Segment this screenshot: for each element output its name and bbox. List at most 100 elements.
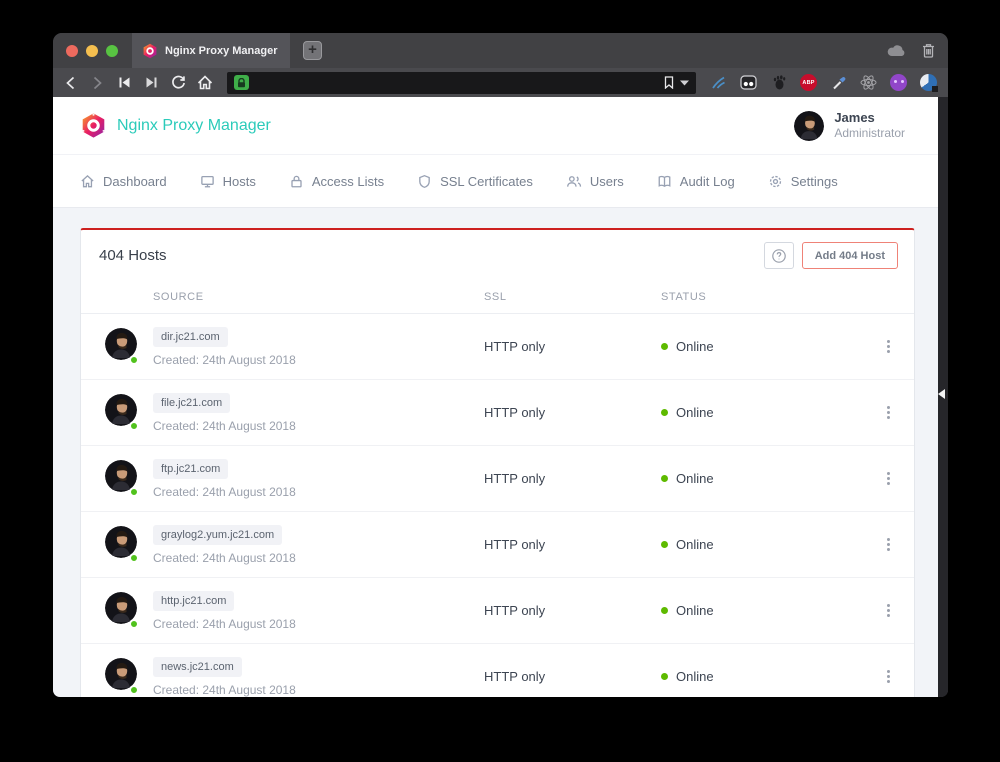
created-date: Created: 24th August 2018 bbox=[153, 352, 296, 367]
host-name-badge: dir.jc21.com bbox=[153, 326, 228, 347]
ssl-value: HTTP only bbox=[484, 471, 546, 486]
status-badge: Online bbox=[661, 669, 862, 684]
nav-item-access-lists[interactable]: Access Lists bbox=[289, 174, 384, 189]
purple-mask-extension-icon[interactable] bbox=[890, 74, 907, 91]
add-404-host-button[interactable]: Add 404 Host bbox=[801, 242, 898, 269]
help-button[interactable] bbox=[763, 242, 794, 269]
online-dot-icon bbox=[661, 343, 668, 350]
lock-icon[interactable] bbox=[234, 75, 249, 90]
nav-item-users[interactable]: Users bbox=[566, 174, 624, 189]
online-dot-icon bbox=[661, 475, 668, 482]
app-page: Nginx Proxy Manager James bbox=[53, 97, 938, 697]
avatar-online-dot bbox=[129, 553, 139, 563]
nav-item-audit-log[interactable]: Audit Log bbox=[657, 174, 735, 189]
nav-item-dashboard[interactable]: Dashboard bbox=[80, 174, 167, 189]
window-controls bbox=[53, 44, 132, 57]
user-menu[interactable]: James Administrator bbox=[794, 110, 905, 141]
favicon-nginx-proxy-manager-icon bbox=[142, 43, 158, 59]
address-bar[interactable] bbox=[227, 71, 696, 94]
table-row: http.jc21.com Created: 24th August 2018 … bbox=[81, 578, 914, 644]
table-row: ftp.jc21.com Created: 24th August 2018 H… bbox=[81, 446, 914, 512]
card-header: 404 Hosts Add 404 Host bbox=[81, 230, 914, 281]
ssl-value: HTTP only bbox=[484, 339, 546, 354]
back-icon[interactable] bbox=[62, 75, 78, 91]
created-date: Created: 24th August 2018 bbox=[153, 418, 296, 433]
close-button[interactable] bbox=[66, 44, 78, 57]
card-title: 404 Hosts bbox=[99, 247, 167, 264]
pie-chart-extension-icon[interactable] bbox=[920, 74, 938, 92]
user-name: James bbox=[834, 109, 875, 125]
row-menu-button[interactable] bbox=[883, 600, 894, 621]
user-role: Administrator bbox=[834, 126, 905, 141]
page-title: Nginx Proxy Manager bbox=[117, 116, 271, 134]
avatar-online-dot bbox=[129, 619, 139, 629]
ssl-value: HTTP only bbox=[484, 603, 546, 618]
goggles-extension-icon[interactable] bbox=[740, 74, 757, 91]
browser-toolbar: ABP bbox=[53, 68, 948, 97]
online-dot-icon bbox=[661, 607, 668, 614]
host-name-badge: ftp.jc21.com bbox=[153, 458, 229, 479]
table-row: dir.jc21.com Created: 24th August 2018 H… bbox=[81, 314, 914, 380]
minimize-button[interactable] bbox=[86, 44, 98, 57]
react-devtools-icon[interactable] bbox=[860, 74, 877, 91]
table-row: file.jc21.com Created: 24th August 2018 … bbox=[81, 380, 914, 446]
trash-icon[interactable] bbox=[922, 43, 935, 58]
row-menu-button[interactable] bbox=[883, 468, 894, 489]
row-menu-button[interactable] bbox=[883, 534, 894, 555]
browser-titlebar: Nginx Proxy Manager + bbox=[53, 33, 948, 68]
cloud-icon[interactable] bbox=[887, 44, 906, 57]
table-header: SOURCE SSL STATUS bbox=[81, 281, 914, 314]
created-date: Created: 24th August 2018 bbox=[153, 682, 296, 697]
column-header-status: STATUS bbox=[661, 291, 707, 303]
nav-item-settings[interactable]: Settings bbox=[768, 174, 838, 189]
eyedropper-extension-icon[interactable] bbox=[830, 74, 847, 91]
owner-avatar bbox=[105, 328, 139, 365]
skip-forward-icon[interactable] bbox=[143, 75, 159, 91]
app-header: Nginx Proxy Manager James bbox=[53, 97, 938, 155]
forward-icon[interactable] bbox=[89, 75, 105, 91]
brand[interactable]: Nginx Proxy Manager bbox=[80, 112, 271, 139]
hosts-table-body: dir.jc21.com Created: 24th August 2018 H… bbox=[81, 314, 914, 697]
row-menu-button[interactable] bbox=[883, 666, 894, 687]
bookmark-icon[interactable] bbox=[664, 76, 674, 89]
online-dot-icon bbox=[661, 673, 668, 680]
ssl-value: HTTP only bbox=[484, 405, 546, 420]
skip-back-icon[interactable] bbox=[116, 75, 132, 91]
host-name-badge: http.jc21.com bbox=[153, 590, 235, 611]
row-menu-button[interactable] bbox=[883, 336, 894, 357]
sidebar-collapse-arrow-icon[interactable] bbox=[938, 389, 945, 399]
page-viewport: Nginx Proxy Manager James bbox=[53, 97, 948, 697]
status-badge: Online bbox=[661, 603, 862, 618]
host-name-badge: file.jc21.com bbox=[153, 392, 231, 413]
host-name-badge: news.jc21.com bbox=[153, 656, 242, 677]
reload-icon[interactable] bbox=[170, 75, 186, 91]
created-date: Created: 24th August 2018 bbox=[153, 550, 296, 565]
online-dot-icon bbox=[661, 541, 668, 548]
adblock-plus-icon[interactable]: ABP bbox=[800, 74, 817, 91]
home-icon[interactable] bbox=[197, 75, 213, 91]
nav-item-hosts[interactable]: Hosts bbox=[200, 174, 256, 189]
zoom-button[interactable] bbox=[106, 44, 118, 57]
status-badge: Online bbox=[661, 339, 862, 354]
hosts-card: 404 Hosts Add 404 Host bbox=[80, 228, 915, 697]
created-date: Created: 24th August 2018 bbox=[153, 484, 296, 499]
new-tab-button[interactable]: + bbox=[303, 41, 322, 60]
status-badge: Online bbox=[661, 537, 862, 552]
ssl-value: HTTP only bbox=[484, 669, 546, 684]
extension-icons: ABP bbox=[710, 74, 939, 92]
gnome-foot-extension-icon[interactable] bbox=[770, 74, 787, 91]
nav-item-ssl-certificates[interactable]: SSL Certificates bbox=[417, 174, 533, 189]
table-row: graylog2.yum.jc21.com Created: 24th Augu… bbox=[81, 512, 914, 578]
browser-tab[interactable]: Nginx Proxy Manager bbox=[132, 33, 290, 68]
row-menu-button[interactable] bbox=[883, 402, 894, 423]
status-badge: Online bbox=[661, 471, 862, 486]
blue-bird-extension-icon[interactable] bbox=[710, 74, 727, 91]
owner-avatar bbox=[105, 658, 139, 695]
status-badge: Online bbox=[661, 405, 862, 420]
created-date: Created: 24th August 2018 bbox=[153, 616, 296, 631]
owner-avatar bbox=[105, 460, 139, 497]
chevron-down-icon[interactable] bbox=[680, 80, 689, 86]
avatar-online-dot bbox=[129, 685, 139, 695]
table-row: news.jc21.com Created: 24th August 2018 … bbox=[81, 644, 914, 697]
avatar-online-dot bbox=[129, 355, 139, 365]
